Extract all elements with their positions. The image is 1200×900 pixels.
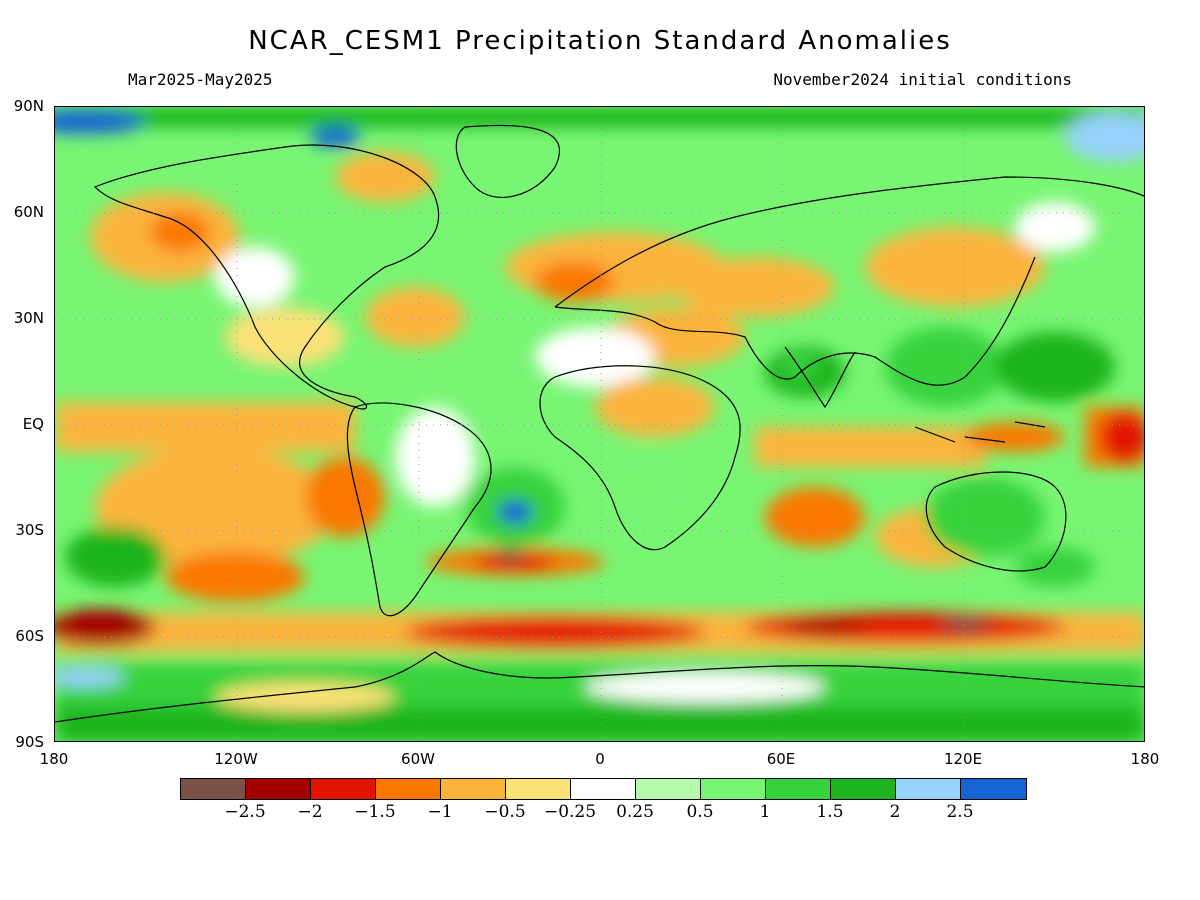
colorbar-tick-label: 0.25 bbox=[616, 802, 654, 822]
colorbar-tick-label: 0.5 bbox=[686, 802, 714, 822]
initial-conditions: November2024 initial conditions bbox=[773, 70, 1072, 89]
colorbar-swatch bbox=[441, 779, 506, 799]
lon-label-180w: 180 bbox=[39, 750, 69, 768]
colorbar-swatch bbox=[831, 779, 896, 799]
lat-label-60n: 60N bbox=[13, 203, 44, 221]
colorbar-tick-label: 1.5 bbox=[816, 802, 844, 822]
colorbar-swatch bbox=[506, 779, 571, 799]
lon-label-120e: 120E bbox=[943, 750, 983, 768]
colorbar-tick-label: 1 bbox=[759, 802, 771, 822]
anomaly-field bbox=[55, 107, 1144, 741]
lat-label-60s: 60S bbox=[15, 627, 44, 645]
lon-label-120w: 120W bbox=[214, 750, 258, 768]
lat-label-90s: 90S bbox=[15, 733, 44, 751]
colorbar-swatch bbox=[766, 779, 831, 799]
colorbar-swatch bbox=[961, 779, 1026, 799]
colorbar-tick-label: −2.5 bbox=[224, 802, 266, 822]
colorbar-tick-label: −1.5 bbox=[354, 802, 396, 822]
colorbar-tick-label: −0.5 bbox=[484, 802, 526, 822]
colorbar-swatch bbox=[181, 779, 246, 799]
colorbar-tick-label: −1 bbox=[427, 802, 453, 822]
colorbar-swatch bbox=[376, 779, 441, 799]
anomaly-map-svg bbox=[55, 107, 1144, 741]
lat-label-90n: 90N bbox=[13, 97, 44, 115]
colorbar-tick-label: 2 bbox=[889, 802, 901, 822]
lon-label-180e: 180 bbox=[1130, 750, 1160, 768]
colorbar-swatch bbox=[246, 779, 311, 799]
colorbar-tick-label: −2 bbox=[297, 802, 323, 822]
chart-title: NCAR_CESM1 Precipitation Standard Anomal… bbox=[248, 26, 952, 56]
colorbar-tick-label: 2.5 bbox=[946, 802, 974, 822]
lon-label-60e: 60E bbox=[766, 750, 796, 768]
colorbar-swatch bbox=[636, 779, 701, 799]
colorbar-tick-label: −0.25 bbox=[543, 802, 597, 822]
lat-label-30n: 30N bbox=[13, 309, 44, 327]
anomaly-map bbox=[54, 106, 1145, 742]
colorbar-swatch bbox=[571, 779, 636, 799]
lon-label-0: 0 bbox=[595, 750, 605, 768]
colorbar bbox=[180, 778, 1027, 800]
lon-label-60w: 60W bbox=[401, 750, 435, 768]
forecast-period: Mar2025-May2025 bbox=[128, 70, 273, 89]
coastlines bbox=[55, 124, 1144, 723]
colorbar-swatch bbox=[701, 779, 766, 799]
colorbar-swatch bbox=[311, 779, 376, 799]
lat-label-eq: EQ bbox=[22, 415, 44, 433]
lat-label-30s: 30S bbox=[15, 521, 44, 539]
colorbar-swatch bbox=[896, 779, 961, 799]
